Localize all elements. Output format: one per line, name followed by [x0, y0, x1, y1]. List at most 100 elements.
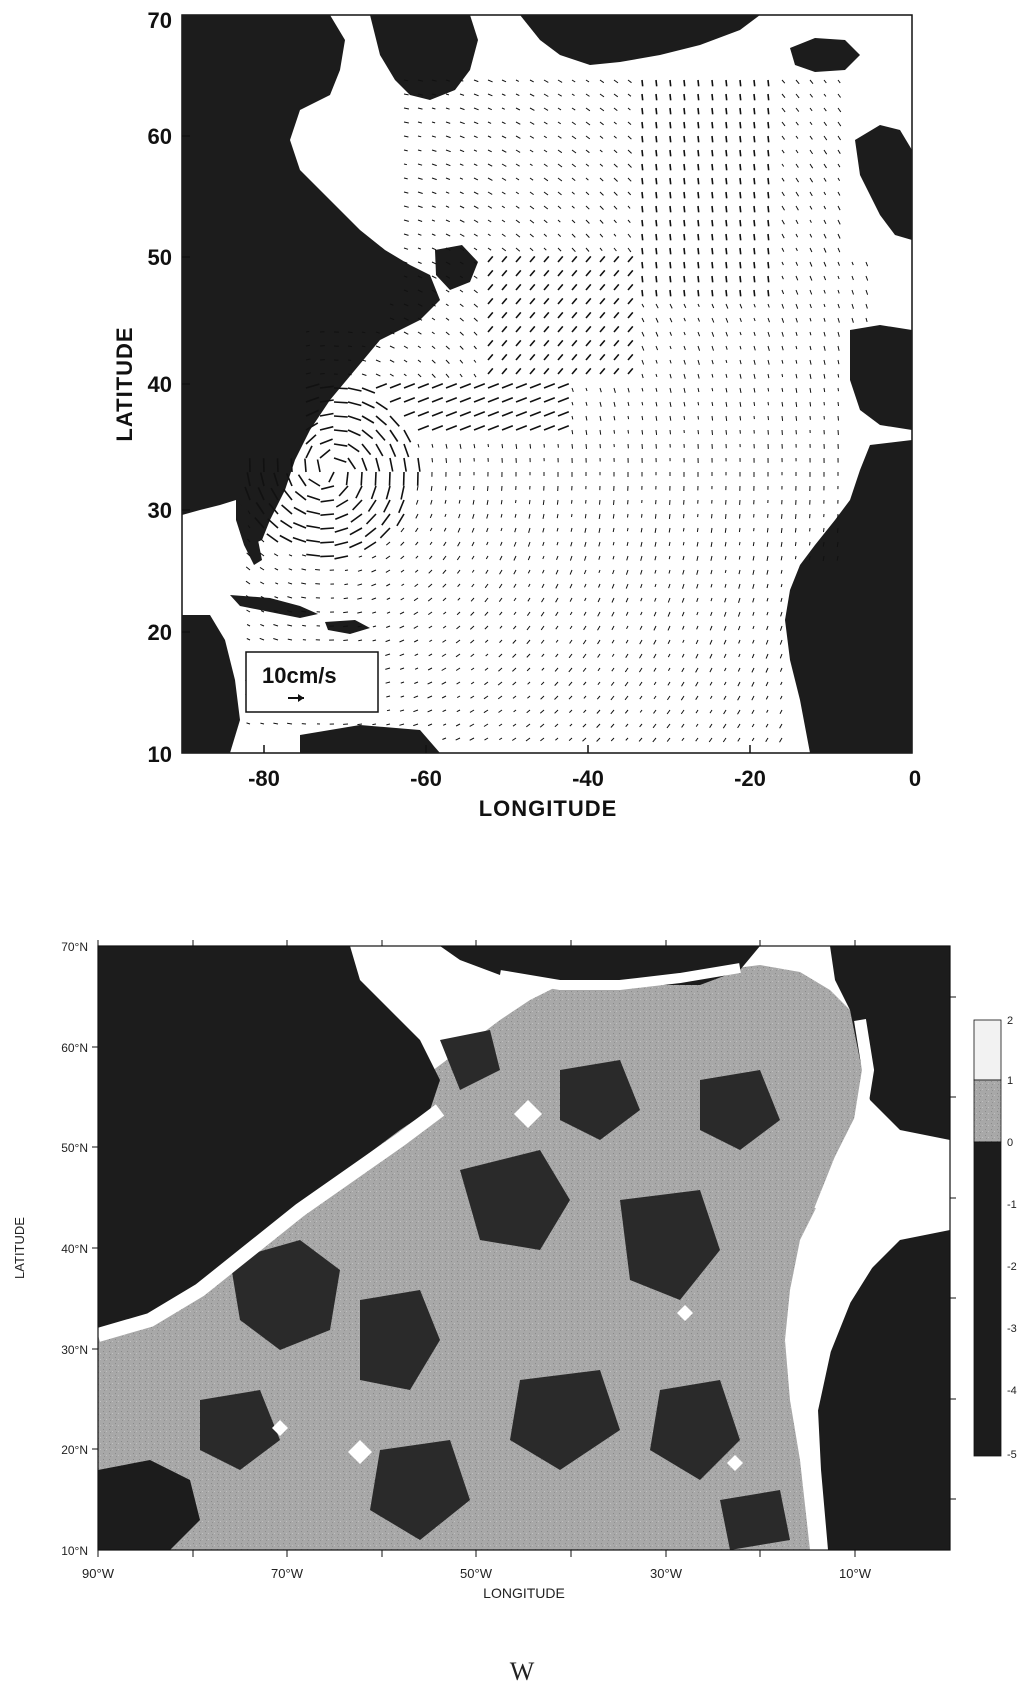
current-vector: [585, 443, 587, 449]
current-vector: [611, 583, 615, 589]
current-vector: [470, 653, 475, 657]
current-vector: [809, 107, 813, 112]
current-vector: [612, 527, 615, 533]
current-vector: [795, 177, 800, 183]
current-vector: [245, 580, 251, 585]
current-vector: [767, 79, 770, 87]
current-vector: [473, 121, 479, 125]
current-vector: [427, 583, 433, 588]
current-vector: [445, 163, 451, 167]
current-vector: [514, 527, 517, 533]
current-vector: [512, 639, 517, 644]
current-vector: [599, 107, 605, 112]
current-vector: [526, 709, 531, 714]
current-vector: [515, 499, 517, 504]
current-vector: [753, 317, 756, 322]
current-vector: [737, 723, 741, 729]
current-vector: [765, 639, 769, 645]
current-vector: [515, 177, 520, 181]
current-vector: [515, 205, 520, 209]
current-vector: [413, 597, 419, 602]
current-vector: [639, 625, 643, 630]
current-vector: [722, 737, 727, 743]
current-vector: [837, 163, 841, 168]
bottom-north-america-landmass: [98, 946, 440, 1330]
current-vector: [640, 527, 643, 533]
current-vector: [543, 233, 548, 237]
current-vector: [471, 527, 475, 533]
current-vector: [683, 345, 686, 351]
current-vector: [641, 93, 644, 101]
current-vector: [626, 625, 629, 630]
current-vector: [613, 255, 620, 263]
current-vector: [459, 289, 464, 293]
current-vector: [487, 411, 500, 417]
current-vector: [669, 401, 672, 407]
current-vector: [611, 667, 615, 672]
current-vector: [571, 499, 573, 504]
current-vector: [554, 723, 559, 728]
current-vector: [557, 191, 562, 196]
current-vector: [613, 499, 615, 505]
current-vector: [267, 518, 279, 529]
current-vector: [347, 345, 352, 348]
current-vector: [655, 191, 658, 199]
current-vector: [483, 709, 489, 714]
current-vector: [469, 737, 475, 741]
current-vector: [335, 499, 349, 508]
current-vector: [667, 653, 671, 658]
current-vector: [557, 107, 562, 111]
current-vector: [372, 639, 377, 642]
current-vector: [725, 163, 728, 171]
current-vector: [711, 219, 714, 227]
current-vector: [625, 639, 629, 644]
current-vector: [725, 303, 729, 309]
current-vector: [695, 723, 699, 727]
current-vector: [599, 339, 606, 347]
current-vector: [306, 539, 321, 543]
current-vector: [809, 289, 813, 295]
current-vector: [683, 275, 686, 283]
current-vector: [781, 135, 786, 140]
current-vector: [625, 583, 629, 589]
current-vector: [751, 667, 755, 673]
current-vector: [428, 611, 433, 616]
current-vector: [431, 411, 444, 417]
current-vector: [557, 383, 570, 389]
current-vector: [403, 107, 409, 110]
current-vector: [361, 345, 366, 348]
current-vector: [456, 709, 461, 713]
current-vector: [823, 275, 827, 281]
current-vector: [473, 411, 486, 417]
current-vector: [543, 163, 548, 167]
current-vector: [822, 541, 825, 547]
current-vector: [304, 458, 307, 473]
current-vector: [655, 149, 658, 157]
current-vector: [515, 269, 522, 277]
current-vector: [613, 325, 620, 333]
current-vector: [417, 443, 420, 448]
current-vector: [753, 303, 756, 308]
current-vector: [711, 121, 714, 129]
current-vector: [596, 695, 601, 700]
current-vector: [725, 289, 728, 297]
current-vector: [529, 107, 535, 111]
current-vector: [655, 331, 659, 337]
current-vector: [697, 121, 700, 129]
x-tick-label: 0: [909, 766, 921, 791]
current-vector: [627, 297, 634, 305]
current-vector: [681, 653, 685, 658]
current-vector: [597, 681, 601, 686]
current-vector: [459, 261, 464, 265]
current-vector: [724, 569, 727, 574]
current-vector: [498, 709, 503, 713]
current-vector: [529, 205, 535, 210]
current-vector: [683, 289, 686, 297]
current-vector: [345, 471, 349, 486]
current-vector: [305, 358, 311, 361]
current-vector: [653, 653, 657, 659]
current-vector: [683, 261, 686, 269]
current-vector: [711, 345, 714, 351]
current-vector: [568, 653, 573, 659]
current-vector: [669, 121, 672, 129]
